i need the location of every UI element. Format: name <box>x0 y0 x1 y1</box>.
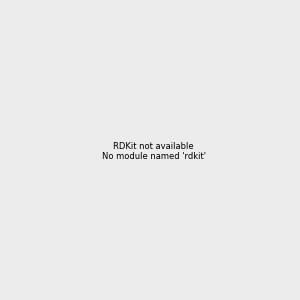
Text: RDKit not available
No module named 'rdkit': RDKit not available No module named 'rdk… <box>102 142 206 161</box>
